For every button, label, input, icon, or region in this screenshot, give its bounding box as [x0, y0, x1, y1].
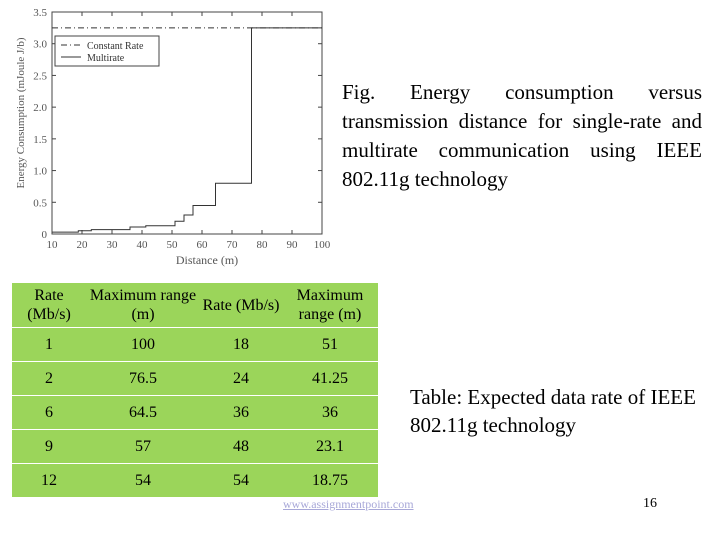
y-tick-label: 3.5	[33, 7, 47, 19]
table-cell: 57	[86, 429, 200, 464]
table-cell: 18	[200, 327, 282, 362]
table-caption: Table: Expected data rate of IEEE 802.11…	[410, 385, 696, 437]
x-tick-label: 90	[287, 239, 299, 251]
y-tick-label: 0	[42, 229, 48, 241]
x-tick-label: 40	[137, 239, 149, 251]
table-cell: 41.25	[282, 361, 378, 396]
table-cell: 100	[86, 327, 200, 362]
y-tick-label: 2.5	[33, 70, 47, 82]
header-rate-1: Rate (Mb/s)	[27, 287, 71, 323]
table-cell: 6	[12, 395, 86, 430]
x-tick-label: 20	[77, 239, 89, 251]
data-rate-table: Rate (Mb/s) Maximum range (m) Rate (Mb/s…	[12, 283, 378, 497]
y-tick-label: 3.0	[33, 39, 47, 51]
table-cell: 1	[12, 327, 86, 362]
series-multirate-line	[52, 27, 322, 233]
header-range-2: Maximum range (m)	[296, 287, 364, 323]
x-tick-label: 100	[314, 239, 331, 251]
footer-link[interactable]: www.assignmentpoint.com	[283, 497, 414, 511]
y-tick-label: 1.0	[33, 166, 47, 178]
table-row: 9 57 48 23.1	[12, 429, 378, 464]
y-tick-label: 1.5	[33, 134, 47, 146]
y-tick-label: 0.5	[33, 197, 47, 209]
y-tick-label: 2.0	[33, 102, 47, 114]
table-cell: 64.5	[86, 395, 200, 430]
table-row: 6 64.5 36 36	[12, 395, 378, 430]
plot-frame	[51, 11, 323, 235]
y-axis-label: Energy Consumption (mJoule J/b)	[15, 37, 27, 188]
energy-chart: 10 20 30 40 50 60 70 80 90 100 0 0.5 1.0 1.5 2.0 2.5 3.0…	[15, 7, 331, 267]
table-cell: 9	[12, 429, 86, 464]
x-tick-label: 70	[227, 239, 239, 251]
table-cell: 2	[12, 361, 86, 396]
table-cell: 18.75	[282, 463, 378, 497]
table-cell: 36	[282, 395, 378, 430]
header-rate-2: Rate (Mb/s)	[202, 296, 280, 314]
table-cell: 23.1	[282, 429, 378, 464]
legend-box	[54, 35, 160, 67]
x-tick-label: 50	[167, 239, 179, 251]
table-cell: 54	[200, 463, 282, 497]
x-axis-label: Distance (m)	[176, 253, 238, 267]
table-cell: 48	[200, 429, 282, 464]
table-cell: 51	[282, 327, 378, 362]
x-tick-label: 80	[257, 239, 269, 251]
header-range-1: Maximum range (m)	[89, 287, 197, 323]
x-tick-label: 60	[197, 239, 209, 251]
page-number: 16	[643, 496, 657, 511]
x-tick-label: 30	[107, 239, 119, 251]
table-cell: 54	[86, 463, 200, 497]
table-header-row: Rate (Mb/s) Maximum range (m) Rate (Mb/s…	[12, 283, 378, 328]
x-tick-label: 10	[47, 239, 59, 251]
table-cell: 12	[12, 463, 86, 497]
legend-label: Multirate	[87, 53, 125, 64]
table-row: 2 76.5 24 41.25	[12, 361, 378, 396]
table-cell: 36	[200, 395, 282, 430]
table-cell: 76.5	[86, 361, 200, 396]
figure-caption: Fig. Energy consumption versus transmiss…	[342, 80, 702, 191]
legend-label: Constant Rate	[87, 41, 144, 52]
table-cell: 24	[200, 361, 282, 396]
table-row: 12 54 54 18.75	[12, 463, 378, 497]
table-row: 1 100 18 51	[12, 327, 378, 362]
